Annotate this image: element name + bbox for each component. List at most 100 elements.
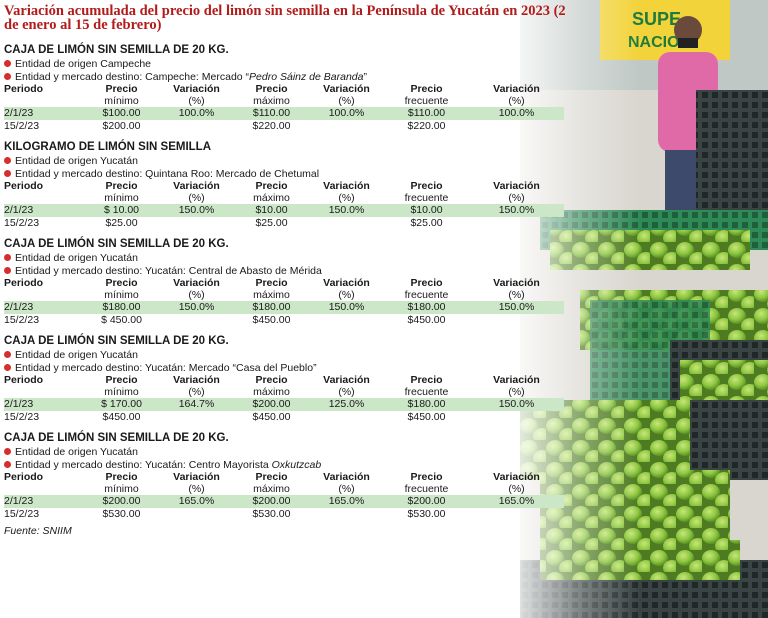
- price-section: CAJA DE LIMÓN SIN SEMILLA DE 20 KG. Entid…: [4, 335, 604, 423]
- price-table: Periodo Precio mínimo Variación (%) Precio máx…: [4, 83, 564, 132]
- table-cell: $200.00: [84, 495, 159, 508]
- origin-text: Entidad de origen Campeche: [15, 58, 152, 70]
- destination-text: Entidad y mercado destino: Yucatán: Merc…: [15, 361, 317, 374]
- column-header-label: Variación: [493, 374, 540, 386]
- column-header: Precio mínimo: [84, 180, 159, 204]
- column-header-sublabel: (%): [188, 386, 205, 398]
- column-header-label: Variación: [173, 180, 220, 192]
- table-cell: [469, 217, 564, 230]
- column-header: Variación (%): [309, 83, 384, 107]
- table-cell: 2/1/23: [4, 495, 84, 508]
- table-cell: 2/1/23: [4, 398, 84, 411]
- column-header-label: Precio: [105, 180, 138, 192]
- column-header: Precio mínimo: [84, 471, 159, 495]
- table-row: 15/2/23 $450.00 $450.00 $450.00: [4, 411, 564, 424]
- table-cell: $530.00: [252, 507, 291, 520]
- destination-text: Entidad y mercado destino: Yucatán: Cent…: [15, 264, 322, 277]
- column-header: Variación (%): [469, 471, 564, 495]
- table-cell: $180.00: [384, 398, 469, 411]
- column-header-sublabel: (%): [508, 289, 525, 301]
- sign-text-2: NACION: [628, 34, 691, 51]
- column-header-label: Precio: [410, 180, 443, 192]
- column-header-label: Precio: [105, 374, 138, 386]
- column-header-label: Precio: [410, 277, 443, 289]
- table-cell: $100.00: [84, 107, 159, 120]
- price-section: CAJA DE LIMÓN SIN SEMILLA DE 20 KG. Entid…: [4, 238, 604, 326]
- table-cell: $450.00: [407, 410, 446, 423]
- price-table: Periodo Precio mínimo Variación (%) Precio máx…: [4, 471, 564, 520]
- origin-line: Entidad de origen Yucatán: [4, 446, 604, 459]
- table-cell: $450.00: [102, 410, 141, 423]
- bullet-dot-icon: [4, 351, 11, 358]
- price-table: Periodo Precio mínimo Variación (%) Precio máx…: [4, 180, 564, 229]
- table-cell: 150.0%: [159, 204, 234, 217]
- column-header: Precio frecuente: [384, 374, 469, 398]
- column-header: Precio máximo: [234, 471, 309, 495]
- column-header: Periodo: [4, 374, 84, 398]
- price-table: Periodo Precio mínimo Variación (%) Precio máx…: [4, 374, 564, 423]
- price-table: Periodo Precio mínimo Variación (%) Precio máx…: [4, 277, 564, 326]
- table-cell: $200.00: [102, 119, 141, 132]
- table-cell: [159, 411, 234, 424]
- column-header-sublabel: (%): [188, 483, 205, 495]
- column-header-sublabel: (%): [508, 386, 525, 398]
- table-row: 2/1/23 $180.00 150.0% $180.00 150.0% $180.00 1…: [4, 301, 564, 314]
- table-cell: $ 450.00: [101, 313, 142, 326]
- column-header: Precio frecuente: [384, 180, 469, 204]
- table-cell: [469, 508, 564, 521]
- column-header-sublabel: frecuente: [404, 386, 449, 398]
- table-cell: $10.00: [234, 204, 309, 217]
- column-header-sublabel: (%): [508, 192, 525, 204]
- column-header: Precio mínimo: [84, 277, 159, 301]
- destination-line: Entidad y mercado destino: Yucatán: Cent…: [4, 265, 604, 278]
- column-header-label: Variación: [173, 471, 220, 483]
- section-title: CAJA DE LIMÓN SIN SEMILLA DE 20 KG.: [4, 238, 229, 250]
- column-header: Variación (%): [469, 374, 564, 398]
- column-header-label: Variación: [323, 83, 370, 95]
- column-header-label: Variación: [493, 471, 540, 483]
- column-header-label: Precio: [105, 83, 138, 95]
- column-header-label: Variación: [173, 277, 220, 289]
- table-cell: $450.00: [252, 313, 291, 326]
- table-cell: [159, 217, 234, 230]
- table-cell: $220.00: [407, 119, 446, 132]
- column-header-label: Precio: [255, 277, 288, 289]
- table-cell: 15/2/23: [4, 410, 40, 423]
- price-section: KILOGRAMO DE LIMÓN SIN SEMILLA Entidad de…: [4, 141, 604, 229]
- section-title: CAJA DE LIMÓN SIN SEMILLA DE 20 KG.: [4, 335, 229, 347]
- table-cell: $25.00: [255, 216, 288, 229]
- table-cell: $10.00: [384, 204, 469, 217]
- column-header-sublabel: mínimo: [104, 289, 139, 301]
- bullet-dot-icon: [4, 72, 11, 80]
- column-header-sublabel: mínimo: [104, 386, 139, 398]
- destination-line: Entidad y mercado destino: Yucatán: Merc…: [4, 362, 604, 375]
- origin-text: Entidad de origen Yucatán: [15, 446, 138, 458]
- column-header: Variación (%): [309, 277, 384, 301]
- origin-line: Entidad de origen Yucatán: [4, 349, 604, 362]
- table-header-row: Periodo Precio mínimo Variación (%) Precio máx…: [4, 471, 564, 495]
- destination-text: Entidad y mercado destino: Quintana Roo:…: [15, 167, 320, 180]
- origin-text: Entidad de origen Yucatán: [15, 349, 138, 361]
- column-header-sublabel: (%): [508, 483, 525, 495]
- table-cell: 165.0%: [159, 495, 234, 508]
- destination-text: Entidad y mercado destino: Yucatán: Cent…: [15, 458, 272, 471]
- table-header-row: Periodo Precio mínimo Variación (%) Precio máx…: [4, 83, 564, 107]
- section-title: CAJA DE LIMÓN SIN SEMILLA DE 20 KG.: [4, 432, 229, 444]
- column-header-sublabel: (%): [188, 192, 205, 204]
- table-cell: 15/2/23: [4, 507, 40, 520]
- table-cell: 150.0%: [469, 301, 564, 314]
- bullet-dot-icon: [4, 169, 11, 177]
- column-header: Precio máximo: [234, 374, 309, 398]
- column-header-label: Variación: [493, 180, 540, 192]
- table-cell: [469, 120, 564, 133]
- table-cell: 100.0%: [159, 107, 234, 120]
- table-cell: $ 170.00: [84, 398, 159, 411]
- column-header-label: Precio: [255, 180, 288, 192]
- column-header-sublabel: (%): [338, 95, 355, 107]
- origin-line: Entidad de origen Yucatán: [4, 252, 604, 265]
- column-header-sublabel: (%): [188, 95, 205, 107]
- section-title: CAJA DE LIMÓN SIN SEMILLA DE 20 KG.: [4, 44, 229, 56]
- column-header: Precio máximo: [234, 180, 309, 204]
- column-header: Periodo: [4, 471, 84, 495]
- column-header-sublabel: mínimo: [104, 483, 139, 495]
